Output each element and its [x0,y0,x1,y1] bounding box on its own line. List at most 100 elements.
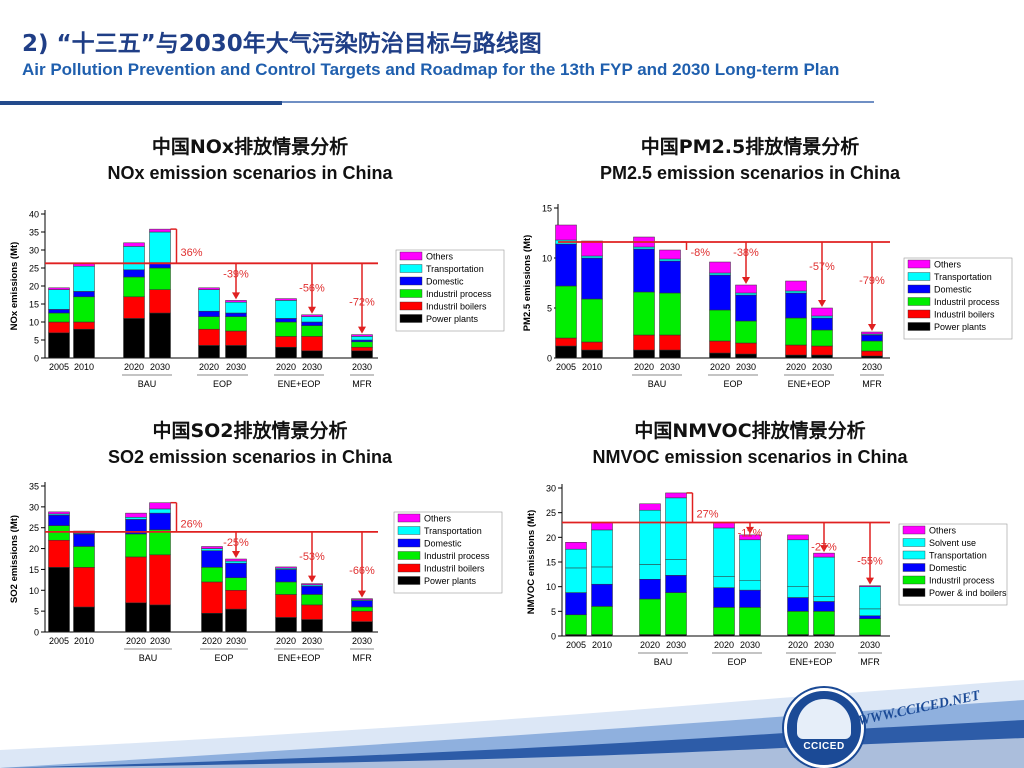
bar-segment-power-plants [811,354,833,359]
y-tick-label: 30 [29,502,39,512]
bar-segment-industril-process [301,594,323,606]
bar-segment-others [48,287,70,290]
bar-segment-industril-process [581,298,603,343]
legend-label: Industril boilers [426,302,487,312]
y-tick-label: 5 [34,607,39,617]
bar-segment-industril-process [351,341,373,348]
bar-segment-others [739,534,761,541]
bar-segment-domestic [581,257,603,300]
annotation-arrowhead [358,590,366,598]
legend-swatch [902,525,926,535]
bar-segment-solvent-use [787,539,809,587]
pm25-title-en: PM2.5 emission scenarios in China [599,163,901,183]
bar-segment-industril-process [198,316,220,330]
bar-segment-solvent-use [665,497,687,560]
header-rule-thick [0,101,282,105]
x-group-label: BAU [139,653,158,663]
bar-segment-power-plants [301,619,323,633]
nmvoc-chart-svg: 0 5 10 15 20 25 30 NMVOC emissions (Mt) 2005 2010… [526,484,1008,667]
bar-segment-others [149,228,171,233]
slide-title-chinese: 2) “十三五”与2030年大气污染防治目标与路线图 [22,31,542,57]
x-tick-year: 2030 [660,362,680,372]
bar-segment-domestic [665,575,687,593]
bar-segment-transportation [301,316,323,323]
bar-segment-transportation [225,560,247,564]
x-group-label: EOP [213,379,232,389]
legend-swatch [907,259,931,269]
bar-segment-others [149,502,171,510]
annotation-label: -55% [857,556,883,568]
so2-chart: 0 5 10 15 20 25 30 35 SO2 emissions (Mt) 2005 2010… [0,478,510,676]
bar-segment-industril-process [73,546,95,568]
legend-swatch [907,322,931,331]
x-tick-year: 2020 [276,636,296,646]
x-tick-year: 2030 [740,640,760,650]
legend-label: Domestic [929,563,967,573]
bar-segment-industril-boilers [861,350,883,357]
x-tick-year: 2010 [74,362,94,372]
bar-segment-industril-process [739,607,761,635]
x-group-label: MFR [860,657,880,667]
y-tick-label: 10 [546,582,556,592]
bar-segment-others [351,598,373,601]
bar-segment-solvent-use [565,548,587,569]
x-tick-year: 2030 [226,362,246,372]
bar-segment-domestic [735,294,757,322]
pm25-title-zh: 中国PM2.5排放情景分析 [640,136,860,158]
x-group-label: BAU [138,379,157,389]
nox-chart: 0 5 10 15 20 25 30 35 40 NOx emissions (Mt) 2005 20… [0,196,510,404]
chart-legend: Others Transportation Domestic Industril pr… [903,257,1013,340]
x-tick-year: 2020 [202,636,222,646]
bar-segment-industril-boilers [275,336,297,348]
bar-segment-domestic [149,512,171,531]
bar-segment-transportation [125,517,147,520]
bar-segment-solvent-use [859,586,881,610]
y-tick-label: 10 [542,254,552,264]
bar-segment-industril-boilers [275,594,297,618]
x-tick-year: 2010 [582,362,602,372]
bar-segment-domestic [859,615,881,619]
bar-segment-power-plants [225,608,247,633]
bar-segment-industril-process [665,592,687,635]
legend-label: Others [934,260,962,270]
annotation-arrowhead [818,300,826,307]
annotation-label: -56% [299,282,325,294]
bar-segment-power-plants [633,349,655,359]
bar-segment-industril-process [149,267,171,290]
bar-segment-domestic [301,321,323,326]
y-tick-label: 0 [34,354,39,364]
legend-swatch [907,309,931,319]
x-tick-year: 2030 [352,362,372,372]
bar-segment-solvent-use [639,509,661,565]
bar-segment-others [125,512,147,518]
bar-segment-industril-process [659,292,681,336]
legend-swatch [399,301,423,311]
y-tick-label: 5 [551,607,556,617]
x-group-label: MFR [352,653,372,663]
x-tick-year: 2030 [814,640,834,650]
bar-segment-domestic [639,579,661,600]
legend-label: Transportation [929,551,987,561]
bar-segment-domestic [351,339,373,343]
bar-segment-transportation [811,315,833,319]
bar-segment-transportation [198,289,220,312]
bar-segment-industril-process [859,618,881,636]
bar-segment-industril-process [125,533,147,558]
bar-segment-transportation [665,559,687,576]
chart-legend: Others Solvent use Transportation Domestic I… [898,523,1008,606]
bar-segment-others [859,585,881,587]
legend-swatch [399,314,423,323]
bar-segment-industril-boilers [125,556,147,604]
legend-swatch [902,588,926,597]
bar-segment-power-plants [351,621,373,633]
bar-segment-industril-process [591,606,613,635]
bar-segment-industril-boilers [198,328,220,346]
legend-swatch [399,251,423,261]
bar-segment-industril-boilers [225,590,247,610]
bar-segment-industril-boilers [301,336,323,352]
x-group-label: EOP [723,379,742,389]
y-tick-label: 0 [547,354,552,364]
legend-label: Industril process [424,551,490,561]
bar-segment-power-plants [275,617,297,633]
bar-segment-domestic [123,269,145,278]
